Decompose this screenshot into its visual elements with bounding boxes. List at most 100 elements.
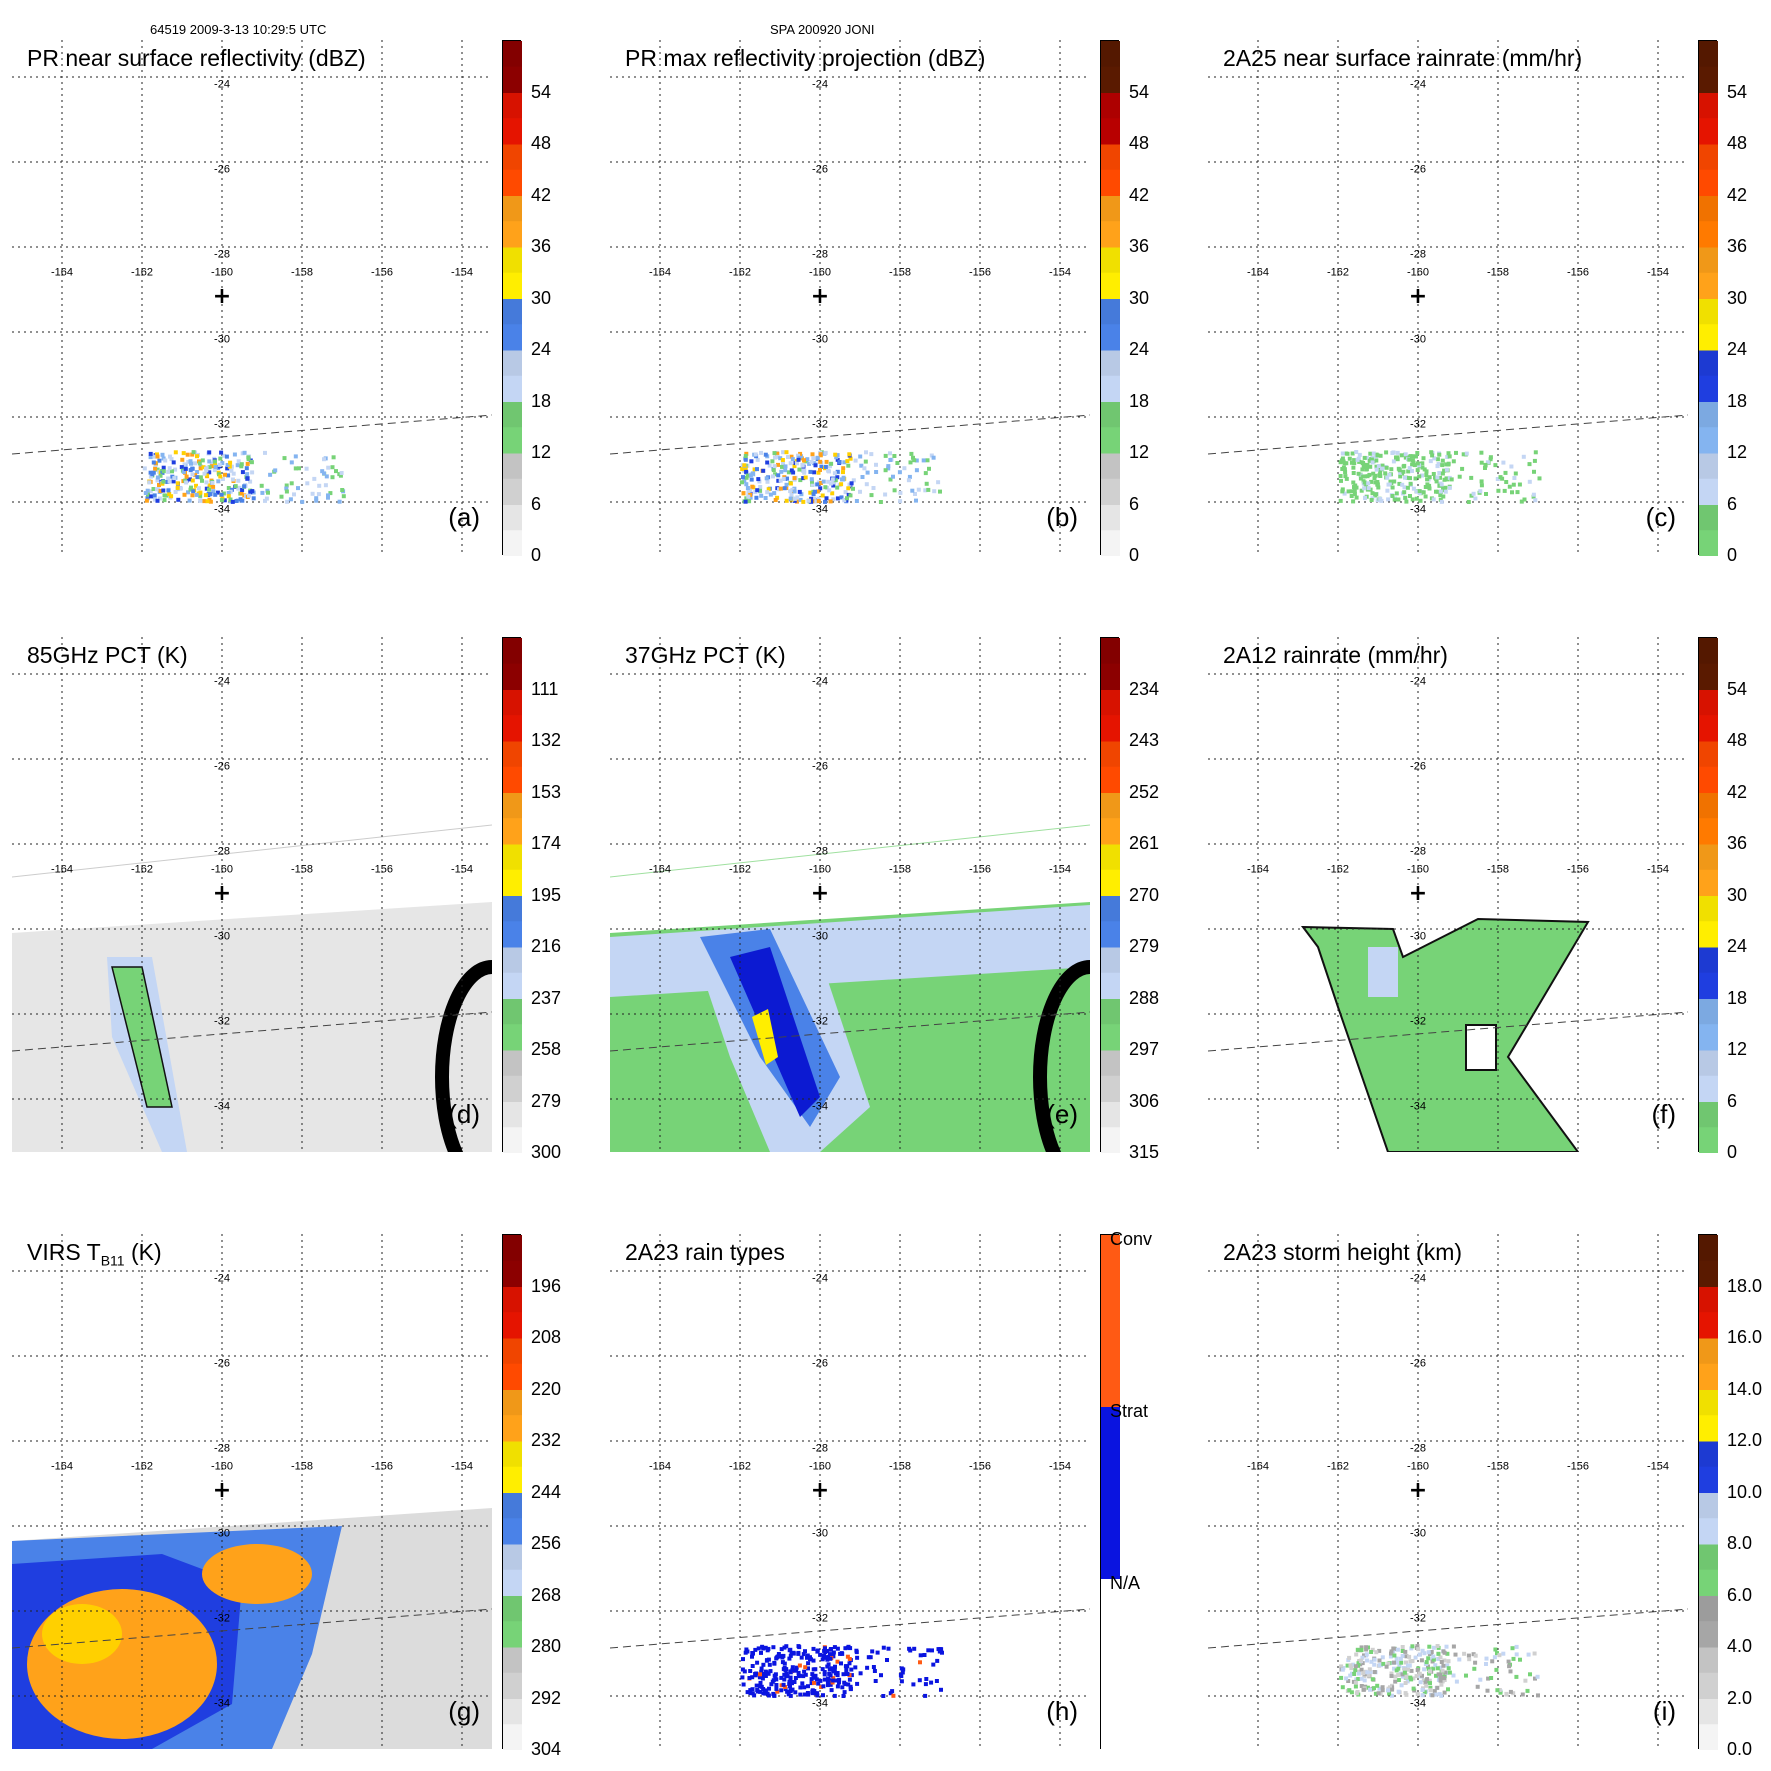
rain-cell (811, 1646, 816, 1651)
rain-cell (809, 477, 814, 482)
rain-cell (171, 460, 176, 465)
colorbar-band-shade (503, 1492, 522, 1519)
rain-cell (155, 452, 159, 457)
colorbar-tick-label: 0 (531, 545, 542, 565)
rain-cell (888, 477, 893, 482)
cold-cell (202, 1544, 312, 1604)
rain-cell (772, 464, 777, 469)
colorbar-band (503, 504, 522, 556)
rain-cell (1378, 470, 1383, 475)
lon-label: -160 (808, 266, 832, 279)
colorbar-band (503, 1492, 522, 1545)
rain-cell (1497, 1688, 1502, 1692)
colorbar-band-shade (1699, 1595, 1718, 1622)
rain-cell (279, 494, 284, 499)
lon-label: -160 (210, 863, 234, 876)
colorbar-band-shade (1699, 41, 1718, 67)
tmi-swath (12, 902, 492, 1152)
rain-cell (763, 1688, 768, 1693)
lat-label: -34 (1410, 1697, 1426, 1710)
rain-cell (914, 458, 919, 463)
colorbar-band (503, 1050, 522, 1102)
lon-label: -162 (130, 863, 154, 876)
rain-cell (1527, 479, 1532, 484)
rain-cell (797, 489, 802, 494)
rain-cell (847, 1657, 852, 1661)
rain-cell (843, 1646, 848, 1651)
rain-cell (771, 468, 776, 473)
colorbar-tick-label: 234 (1129, 678, 1160, 699)
colorbar-band-shade (1101, 998, 1120, 1025)
rain-cell (1374, 458, 1379, 463)
rain-cell (923, 1682, 928, 1687)
rain-cell (828, 464, 832, 469)
rain-cell (885, 1658, 889, 1662)
rain-cell (1377, 473, 1382, 478)
rain-cell (758, 485, 763, 489)
lon-label: -154 (1646, 266, 1670, 279)
rain-cell (215, 490, 220, 495)
rain-cell (759, 1669, 764, 1674)
rain-cell (847, 1661, 852, 1666)
panel-letter: (e) (1046, 1099, 1078, 1129)
rain-cell (1518, 1657, 1522, 1662)
rain-cell (160, 452, 165, 457)
rain-cell (1402, 463, 1407, 468)
rain-cell (939, 1647, 944, 1652)
rain-cell (1388, 1654, 1393, 1659)
rain-cell (322, 457, 326, 462)
rain-cell (1407, 457, 1412, 462)
rain-cell (869, 493, 874, 498)
rain-cell (802, 470, 807, 475)
rain-cell (148, 451, 153, 456)
pr-swath-edge (610, 1011, 1090, 1052)
colorbar-band (1699, 741, 1718, 793)
rain-cell (835, 453, 840, 458)
colorbar-band-shade (1101, 144, 1120, 170)
rain-cell (830, 477, 835, 482)
rain-cell (918, 1660, 922, 1665)
lat-label: -24 (1410, 78, 1426, 91)
rain-cell (213, 465, 218, 469)
colorbar-tick-label: 216 (531, 936, 562, 956)
rain-cell (1403, 455, 1408, 460)
rain-cell (756, 1646, 761, 1651)
rain-cell (916, 487, 921, 492)
rain-cell (1429, 1650, 1434, 1654)
rain-cell (1376, 485, 1381, 490)
panel-letter: (b) (1046, 502, 1078, 532)
rain-cell (761, 1671, 765, 1676)
rain-cell (783, 468, 788, 473)
panel-letter: (i) (1652, 1696, 1676, 1726)
rain-cell (808, 490, 813, 495)
rain-cell (902, 466, 907, 471)
rain-cell (759, 450, 763, 455)
rain-cell (297, 466, 301, 471)
rain-cell (743, 454, 748, 458)
rain-cell (1451, 1673, 1456, 1678)
rain-cell (204, 473, 209, 478)
lat-label: -24 (812, 78, 828, 91)
rain-cell (150, 472, 155, 477)
rain-cell (816, 470, 821, 475)
colorbar-band-shade (1699, 247, 1718, 273)
rain-cell (1495, 477, 1500, 481)
rain-cell (176, 497, 181, 502)
rain-cell (229, 464, 234, 469)
rain-cell (835, 496, 840, 501)
rain-cell (1390, 1687, 1395, 1692)
rain-cell (1407, 1654, 1412, 1659)
rain-cell (825, 1664, 830, 1669)
colorbar-tick-label: 12 (1727, 442, 1748, 462)
rain-cell (1418, 1680, 1423, 1685)
rain-cell (814, 499, 819, 504)
storm-center-marker: + (810, 1478, 830, 1503)
rain-cell (1442, 468, 1447, 473)
rain-cell (1372, 1686, 1376, 1691)
rain-cell (246, 455, 251, 460)
colorbar-band (503, 401, 522, 454)
colorbar-band-shade (503, 1698, 522, 1725)
colorbar-tick-label: 18 (1727, 987, 1748, 1008)
rain-cell (809, 496, 814, 501)
rain-cell (749, 459, 754, 464)
